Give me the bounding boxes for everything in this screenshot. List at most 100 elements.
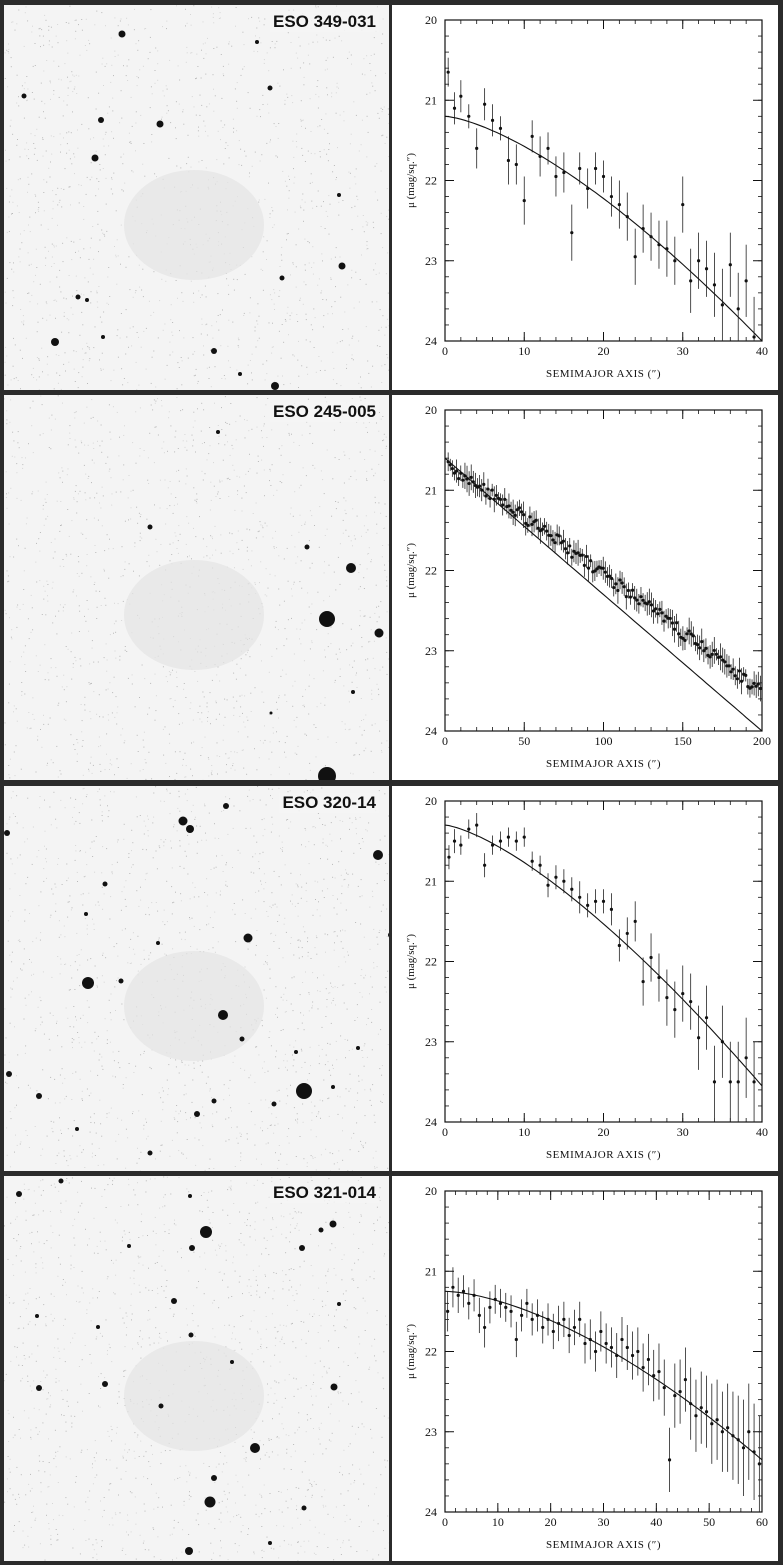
data-point [641, 1365, 645, 1370]
star [230, 1360, 234, 1364]
data-point [467, 1301, 471, 1305]
data-point [647, 600, 651, 604]
star [21, 93, 27, 99]
figure-row: ESO 320-14 0 10 20 30 40 20 21 22 23 24 SEMIMAJOR A… [0, 786, 783, 1171]
galaxy-diffuse-glow [124, 1341, 264, 1451]
data-point [694, 1414, 698, 1418]
data-point [700, 640, 704, 644]
y-tick-label: 22 [425, 955, 437, 969]
data-point [645, 602, 649, 606]
x-tick-label: 100 [595, 734, 613, 748]
x-tick-label: 0 [442, 1125, 448, 1139]
x-tick-label: 50 [703, 1515, 715, 1529]
y-tick-label: 22 [425, 174, 437, 188]
star [269, 711, 273, 715]
star [296, 1083, 312, 1099]
data-point [467, 114, 471, 118]
chart-svg: 0 10 20 30 40 20 21 22 23 24 SEMIMAJOR AXIS (″) μ (… [405, 794, 768, 1161]
data-point [545, 529, 549, 533]
galaxy-image-svg [4, 1176, 389, 1561]
star [356, 1046, 360, 1050]
data-point [546, 146, 550, 150]
star [351, 690, 355, 694]
data-point [695, 642, 700, 647]
data-point [483, 102, 487, 106]
star [238, 372, 242, 376]
y-tick-label: 20 [425, 403, 437, 417]
data-point [447, 855, 451, 859]
data-point [562, 1317, 566, 1321]
data-point [618, 578, 622, 582]
data-point [525, 1301, 529, 1305]
data-point [660, 611, 664, 615]
data-point [651, 609, 656, 613]
x-tick-label: 150 [674, 734, 692, 748]
data-point [735, 677, 739, 681]
data-point [683, 1377, 687, 1382]
data-point [578, 1317, 582, 1321]
x-axis-label: SEMIMAJOR AXIS (″) [546, 368, 661, 380]
data-point [677, 632, 681, 636]
data-point [514, 839, 518, 843]
star [158, 1403, 164, 1409]
star [35, 1314, 39, 1318]
star [118, 978, 124, 984]
star [211, 348, 217, 354]
data-point [637, 602, 641, 606]
data-point [670, 621, 674, 625]
y-tick-label: 24 [425, 724, 437, 738]
y-tick-label: 23 [425, 254, 437, 268]
star [330, 1383, 338, 1391]
data-point [484, 494, 488, 498]
data-point [704, 646, 708, 650]
data-point [633, 255, 637, 259]
star [318, 767, 336, 780]
data-point [678, 1390, 682, 1394]
data-point [646, 1357, 651, 1362]
data-point [691, 634, 695, 638]
data-point [757, 1462, 761, 1466]
star [98, 117, 104, 123]
star [373, 850, 383, 860]
data-point [617, 943, 621, 948]
data-point [469, 475, 473, 479]
data-point [683, 638, 687, 643]
star [267, 85, 273, 91]
y-tick-label: 24 [425, 1115, 437, 1129]
data-point [609, 194, 614, 199]
x-tick-label: 0 [442, 734, 448, 748]
model-fit-curve [444, 115, 763, 342]
data-point [530, 134, 534, 138]
x-tick-label: 50 [518, 734, 530, 748]
data-point [540, 527, 545, 531]
data-point [522, 513, 526, 517]
data-point [626, 588, 630, 593]
data-point [589, 559, 593, 563]
data-point [641, 979, 645, 984]
data-point [461, 478, 465, 482]
star [200, 1226, 212, 1238]
data-point [604, 1341, 608, 1346]
star [218, 1010, 228, 1020]
chart-svg: 0 50 100 150 200 20 21 22 23 24 SEMIMAJOR AXIS (″)… [405, 403, 771, 770]
data-point [507, 504, 511, 508]
data-point [570, 555, 574, 559]
data-point [657, 1369, 661, 1374]
data-point [583, 1341, 587, 1346]
star [58, 1178, 64, 1184]
data-point [503, 497, 507, 501]
star [75, 294, 81, 300]
data-point [459, 843, 463, 847]
data-point [459, 94, 463, 98]
figure-row: ESO 349-031 0 10 20 30 40 20 21 22 23 24 SEMIMAJOR … [0, 5, 783, 390]
data-point [554, 875, 558, 879]
star [294, 1050, 298, 1054]
data-point [475, 823, 479, 827]
galaxy-diffuse-glow [124, 170, 264, 280]
y-tick-label: 22 [425, 1345, 437, 1359]
data-point [728, 263, 732, 267]
data-point [617, 202, 621, 207]
x-tick-label: 200 [753, 734, 771, 748]
star [243, 933, 253, 943]
data-point [601, 174, 606, 179]
